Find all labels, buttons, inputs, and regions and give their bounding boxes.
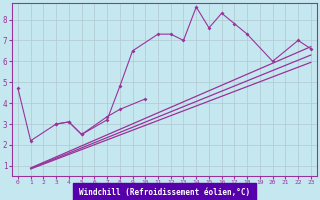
X-axis label: Windchill (Refroidissement éolien,°C): Windchill (Refroidissement éolien,°C) — [79, 188, 250, 197]
